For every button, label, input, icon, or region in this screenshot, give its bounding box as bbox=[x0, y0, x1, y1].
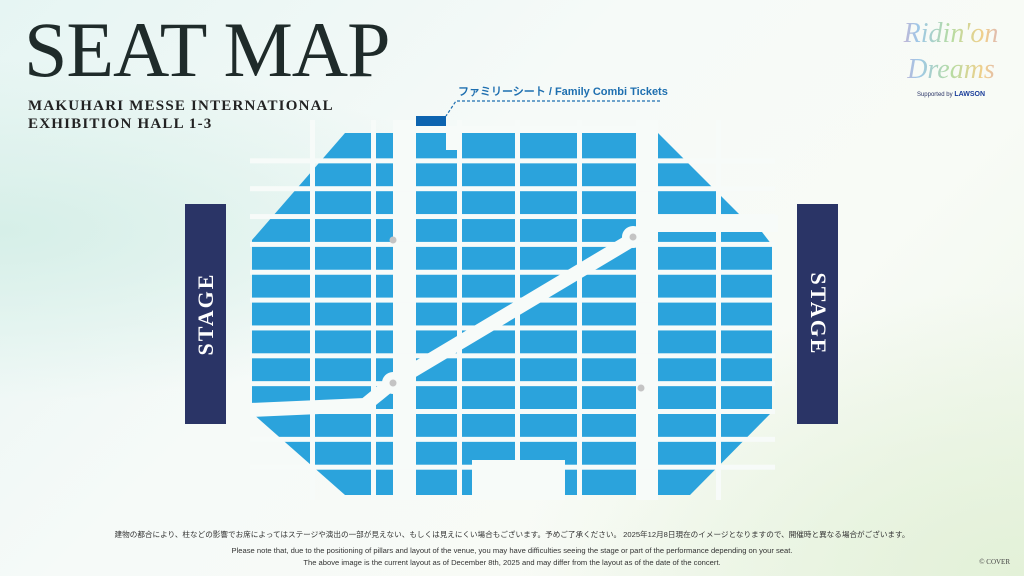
copyright: © COVER bbox=[979, 558, 1010, 566]
logo-line2: Dreams bbox=[886, 52, 1016, 88]
row-aisle bbox=[250, 158, 775, 164]
row-aisle bbox=[250, 325, 775, 331]
family-ticket-label: ファミリーシート / Family Combi Tickets bbox=[458, 86, 668, 98]
stage-left-label: STAGE bbox=[192, 272, 218, 356]
column-aisle bbox=[577, 120, 582, 500]
stage-right: STAGE bbox=[797, 204, 838, 424]
column-aisle bbox=[457, 120, 462, 500]
cross-aisle-right bbox=[658, 215, 778, 232]
column-aisle bbox=[716, 120, 721, 500]
note-japanese: 建物の都合により、柱などの影響でお席によってはステージや演出の一部が見えない、も… bbox=[114, 530, 910, 539]
row-aisle bbox=[250, 409, 775, 414]
logo-line1: Ridin'on bbox=[886, 16, 1016, 52]
main-aisle-left bbox=[393, 120, 416, 500]
venue-hall: EXHIBITION HALL 1-3 bbox=[28, 116, 213, 132]
supported-by: Supported by bbox=[916, 92, 953, 98]
row-aisle bbox=[250, 353, 775, 359]
stage-right-label: STAGE bbox=[805, 272, 831, 356]
row-aisle bbox=[250, 186, 775, 192]
column-aisle bbox=[310, 120, 315, 500]
row-aisle bbox=[250, 241, 775, 247]
note-english-2: The above image is the current layout as… bbox=[303, 558, 721, 567]
venue-name: MAKUHARI MESSE INTERNATIONAL bbox=[28, 98, 334, 114]
main-aisle-right bbox=[636, 120, 658, 500]
column-aisle bbox=[371, 120, 376, 500]
gap bbox=[416, 126, 636, 133]
sponsor-name: LAWSON bbox=[954, 91, 986, 98]
row-aisle bbox=[250, 214, 775, 220]
family-leader-line bbox=[445, 100, 660, 117]
page-title: SEAT MAP bbox=[24, 6, 391, 93]
stage-left: STAGE bbox=[185, 204, 226, 424]
family-seat-block bbox=[416, 116, 446, 126]
pillar-icon bbox=[637, 384, 645, 392]
pillar-icon bbox=[389, 379, 397, 387]
center-notch bbox=[472, 460, 565, 500]
row-aisle bbox=[250, 269, 775, 275]
pillar-icon bbox=[389, 236, 397, 244]
diagonal-aisle bbox=[249, 228, 644, 417]
row-aisle bbox=[250, 436, 775, 442]
row-aisle bbox=[250, 381, 775, 387]
event-logo: Ridin'on Dreams Supported by LAWSON bbox=[886, 16, 1016, 100]
sponsor-line: Supported by LAWSON bbox=[886, 90, 1016, 100]
pillar-icon bbox=[629, 233, 637, 241]
note-english-1: Please note that, due to the positioning… bbox=[231, 546, 793, 555]
row-aisle bbox=[250, 297, 775, 303]
seat-section-right-top bbox=[658, 133, 740, 215]
